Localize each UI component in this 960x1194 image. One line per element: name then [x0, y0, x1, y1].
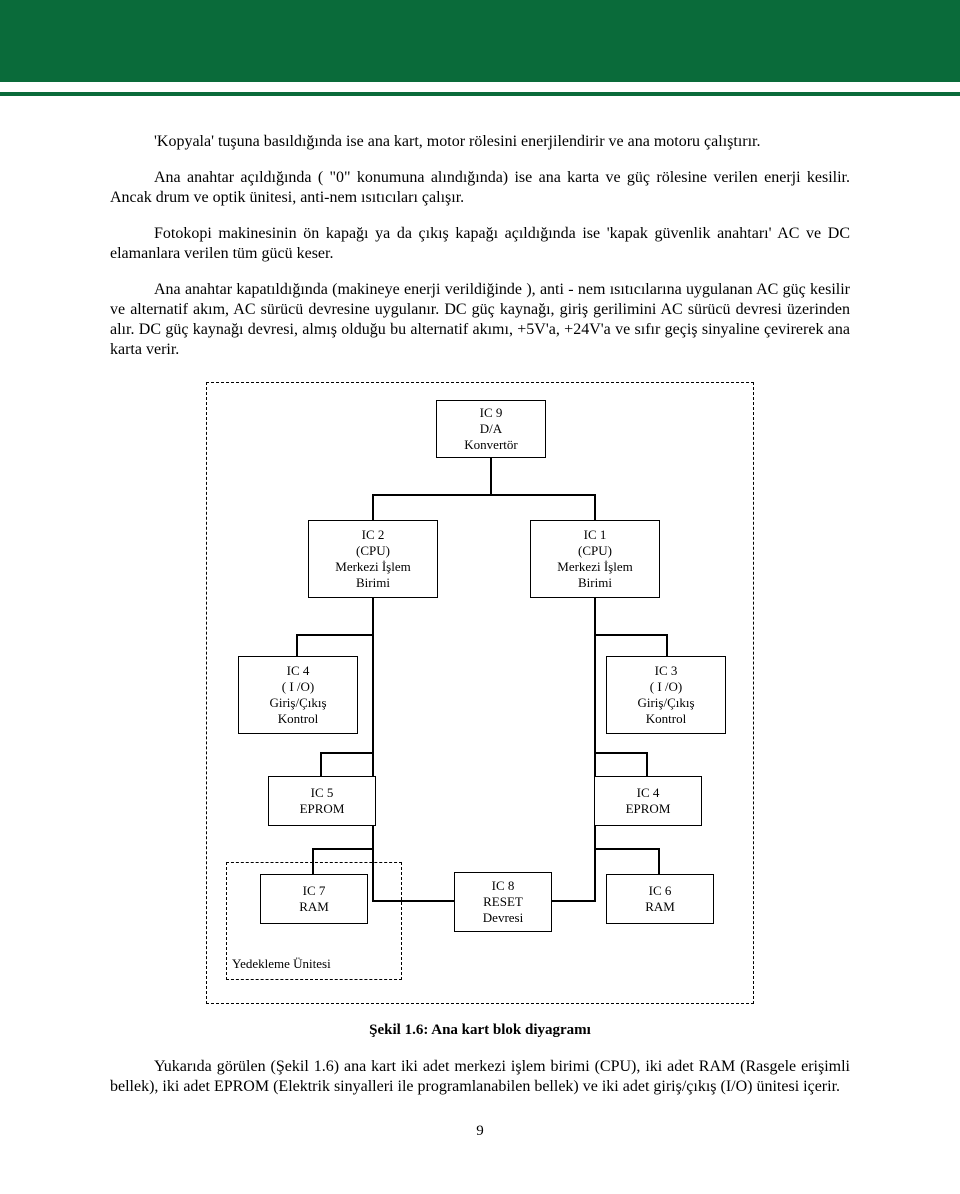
- page-body: 'Kopyala' tuşuna basıldığında ise ana ka…: [0, 96, 960, 1170]
- diagram-edge: [320, 752, 322, 776]
- paragraph-5: Yukarıda görülen (Şekil 1.6) ana kart ik…: [110, 1057, 850, 1097]
- diagram-edge: [372, 494, 374, 520]
- diagram-edge: [594, 848, 660, 850]
- diagram-edge: [594, 752, 648, 754]
- diagram-node-ic4l: IC 4( I /O)Giriş/ÇıkışKontrol: [238, 656, 358, 734]
- diagram-edge: [296, 634, 374, 636]
- paragraph-1: 'Kopyala' tuşuna basıldığında ise ana ka…: [110, 132, 850, 152]
- diagram-edge: [594, 848, 596, 900]
- diagram-edge: [646, 752, 648, 776]
- diagram-edge: [594, 600, 596, 752]
- diagram-node-ic9: IC 9D/AKonvertör: [436, 400, 546, 458]
- diagram-node-ic7: IC 7RAM: [260, 874, 368, 924]
- diagram-edge: [320, 752, 374, 754]
- diagram-edge: [552, 900, 596, 902]
- diagram-node-ic4r: IC 4EPROM: [594, 776, 702, 826]
- paragraph-4: Ana anahtar kapatıldığında (makineye ene…: [110, 280, 850, 360]
- diagram-edge: [490, 458, 492, 494]
- diagram-edge: [594, 634, 668, 636]
- diagram-node-ic2: IC 2(CPU)Merkezi İşlemBirimi: [308, 520, 438, 598]
- diagram-edge: [372, 494, 596, 496]
- diagram-edge: [372, 600, 374, 752]
- diagram-edge: [594, 494, 596, 520]
- diagram-node-ic1: IC 1(CPU)Merkezi İşlemBirimi: [530, 520, 660, 598]
- block-diagram: Yedekleme Ünitesi IC 9D/AKonvertör IC 2(CP…: [200, 376, 760, 1016]
- page-number: 9: [110, 1123, 850, 1140]
- paragraph-3: Fotokopi makinesinin ön kapağı ya da çık…: [110, 224, 850, 264]
- figure-caption: Şekil 1.6: Ana kart blok diyagramı: [110, 1022, 850, 1039]
- diagram-edge: [312, 848, 374, 850]
- diagram-edge: [666, 634, 668, 656]
- diagram-edge: [658, 848, 660, 874]
- diagram-node-ic3: IC 3( I /O)Giriş/ÇıkışKontrol: [606, 656, 726, 734]
- header-band: [0, 0, 960, 82]
- diagram-node-ic8: IC 8RESETDevresi: [454, 872, 552, 932]
- diagram-node-ic6: IC 6RAM: [606, 874, 714, 924]
- header-gap: [0, 82, 960, 92]
- backup-unit-label: Yedekleme Ünitesi: [232, 956, 331, 972]
- diagram-edge: [296, 634, 298, 656]
- diagram-node-ic5: IC 5EPROM: [268, 776, 376, 826]
- paragraph-2: Ana anahtar açıldığında ( "0" konumuna a…: [110, 168, 850, 208]
